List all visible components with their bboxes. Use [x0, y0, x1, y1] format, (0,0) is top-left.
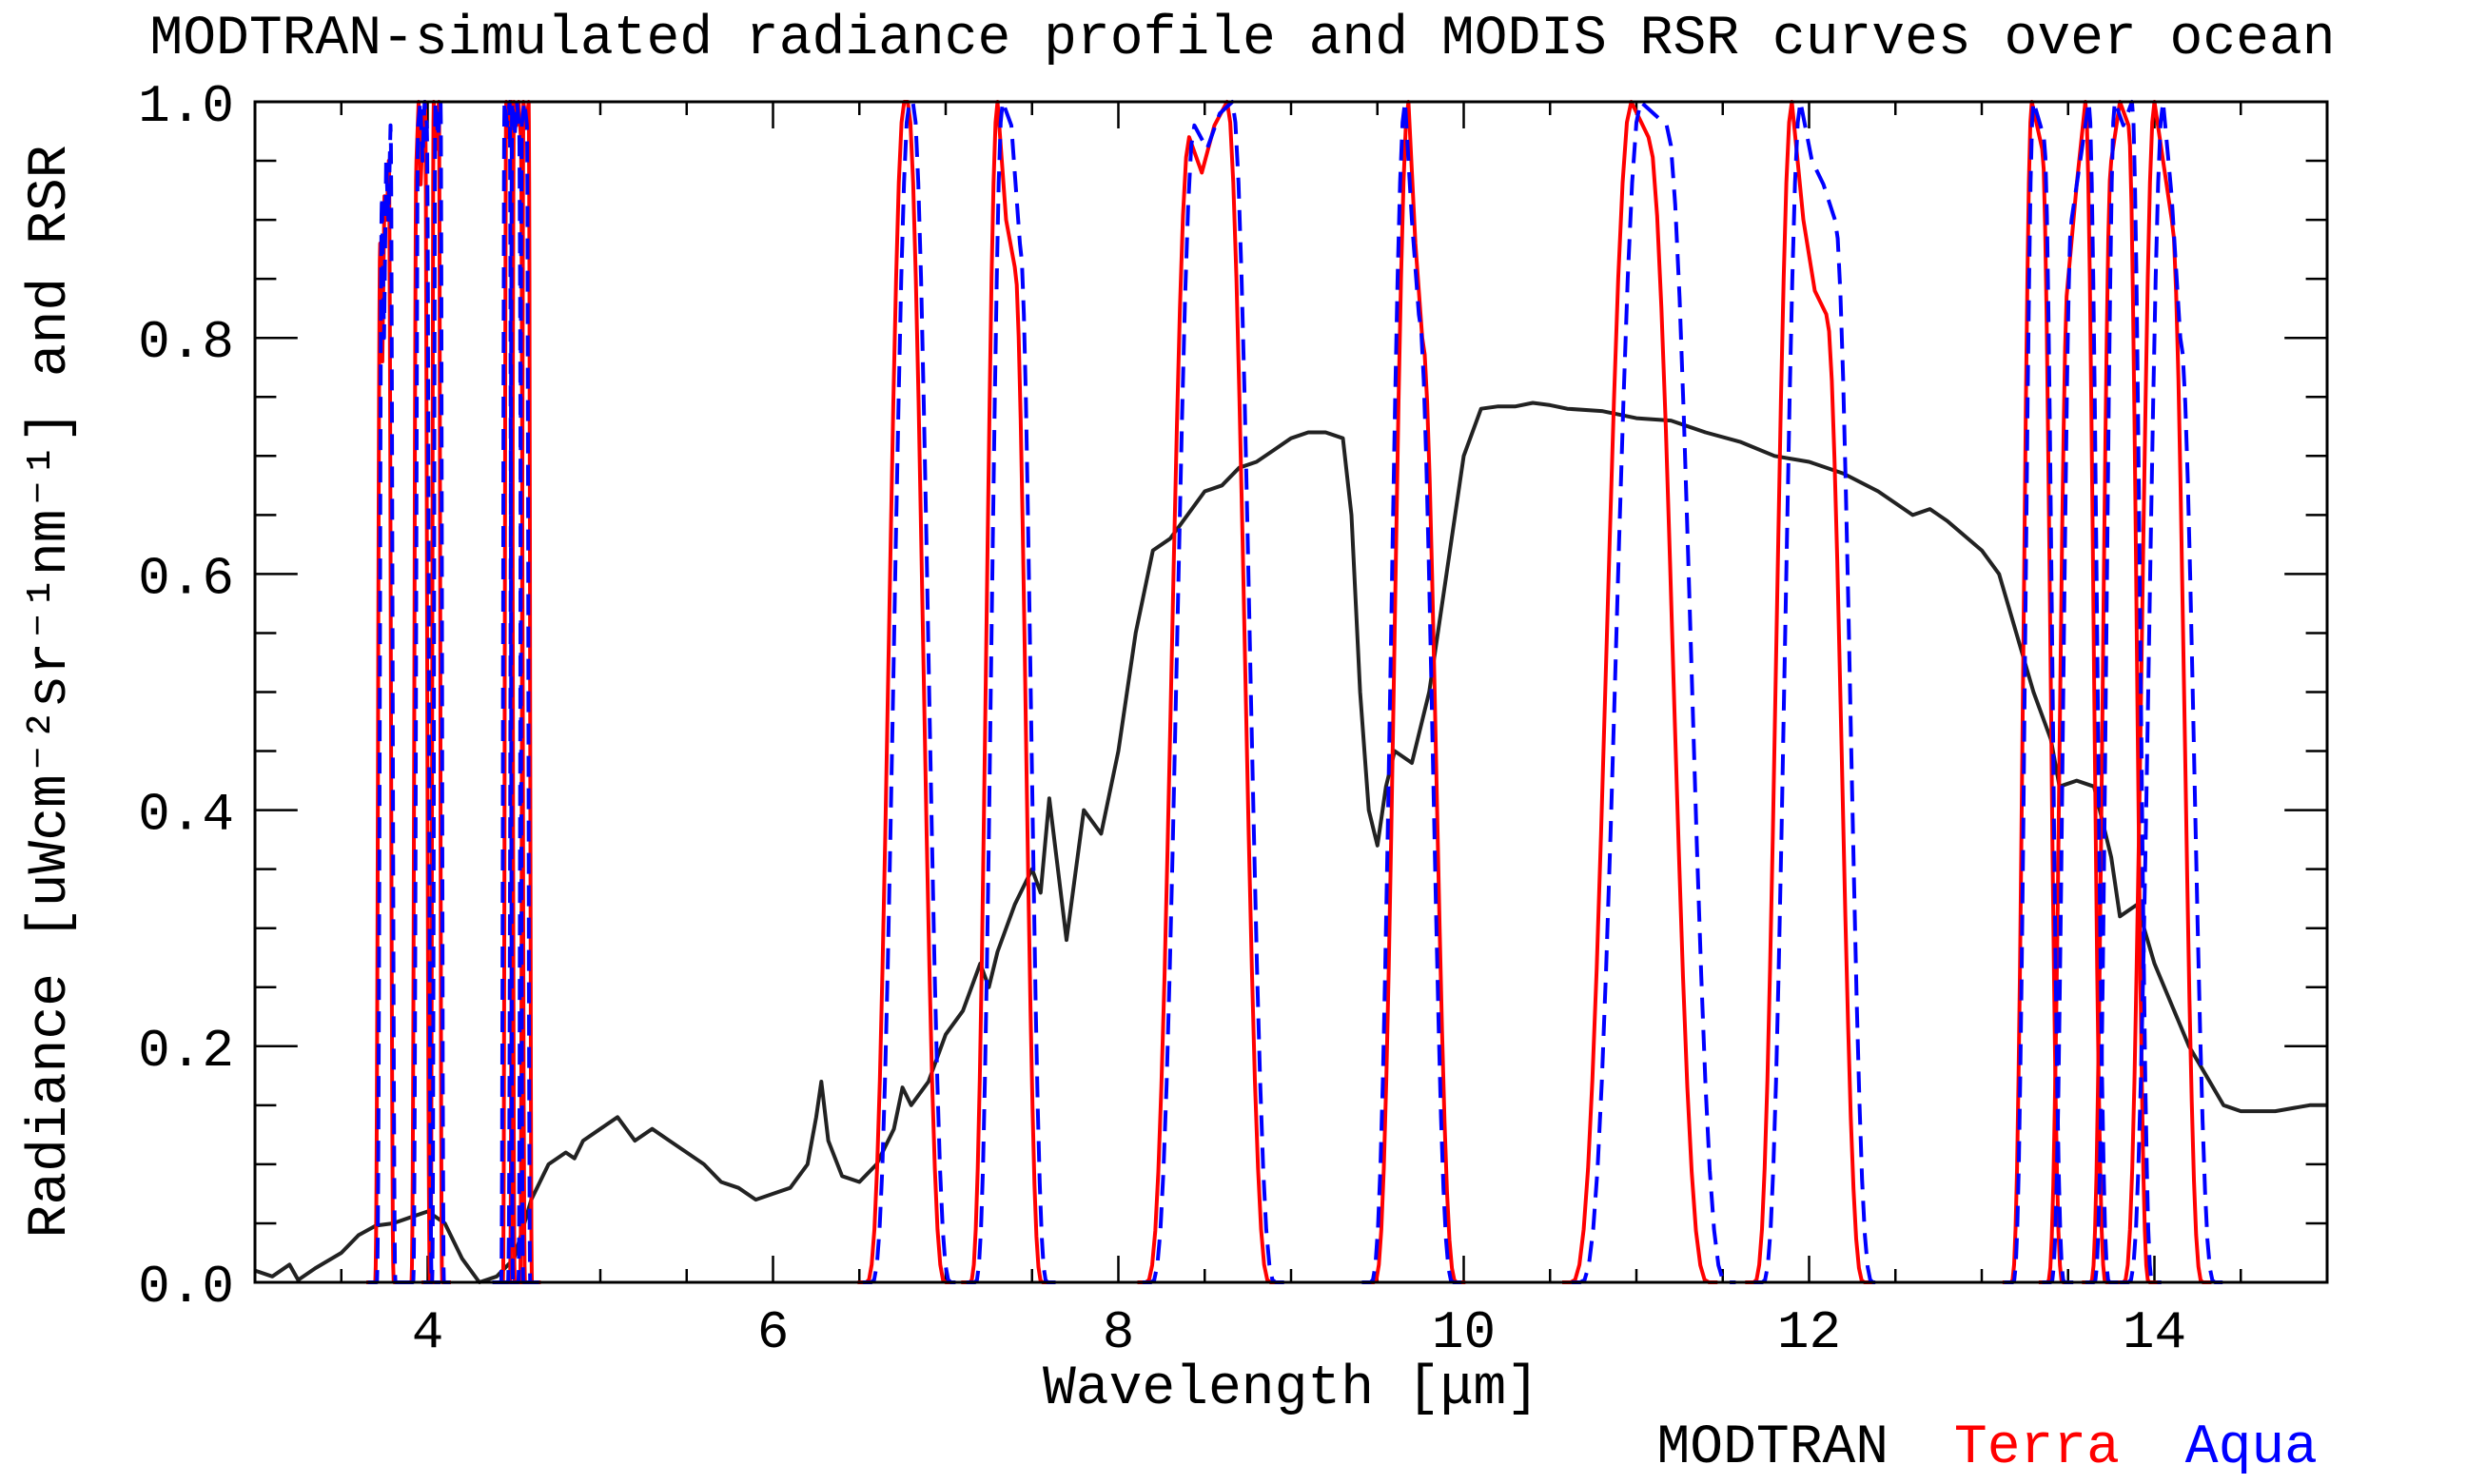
y-tick-label: 0.0: [138, 1257, 234, 1318]
rsr-band-curve: [423, 100, 453, 1284]
x-axis-title: Wavelength [μm]: [1043, 1358, 1539, 1420]
y-tick-label: 1.0: [138, 76, 234, 137]
rsr-band-curve: [1361, 100, 1462, 1284]
legend: MODTRAN Terra Aqua: [1656, 1417, 2318, 1479]
chart-title: MODTRAN-simulated radiance profile and M…: [149, 9, 2335, 70]
axis-ticks: [253, 100, 2329, 1284]
radiance-line: [255, 400, 2327, 1284]
rsr-band-curve: [862, 100, 960, 1284]
rsr-band-curve: [1571, 100, 1736, 1284]
legend-text: MODTRAN Terra Aqua: [1656, 1417, 2318, 1479]
rsr-band-curve: [404, 100, 441, 1284]
y-tick-label: 0.6: [138, 548, 234, 609]
tick-labels: 4 6 8 10 12 14 0.0 0.2 0.4 0.6 0.8 1.0: [138, 76, 2186, 1363]
x-tick-label: 12: [1777, 1302, 1841, 1363]
rsr-band-curve: [857, 100, 955, 1284]
rsr-band-curve: [2085, 100, 2162, 1284]
y-tick-label: 0.8: [138, 312, 234, 373]
x-tick-label: 6: [757, 1302, 790, 1363]
rsr-band-curve: [1142, 100, 1284, 1284]
rsr-band-curve: [1562, 100, 1718, 1284]
rsr-band-curve: [492, 100, 522, 1284]
plot-frame: [253, 100, 2329, 1284]
x-tick-label: 8: [1103, 1302, 1135, 1363]
rsr-band-curve: [499, 100, 533, 1284]
y-tick-label: 0.4: [138, 785, 234, 846]
series-layer: [255, 100, 2327, 1284]
rsr-band-curve: [1745, 100, 1873, 1284]
x-tick-label: 10: [1432, 1302, 1496, 1363]
rsr-band-curve: [2042, 100, 2119, 1284]
legend-entry-aqua: Aqua: [2185, 1417, 2318, 1479]
rsr-band-curve: [1753, 100, 1882, 1284]
series-aqua: [367, 100, 2224, 1284]
rsr-band-curve: [2114, 100, 2212, 1284]
rsr-band-curve: [1137, 100, 1280, 1284]
x-tick-label: 4: [412, 1302, 444, 1363]
rsr-band-curve: [961, 100, 1051, 1284]
series-terra: [366, 100, 2212, 1284]
y-tick-label: 0.2: [138, 1021, 234, 1082]
rsr-band-curve: [367, 123, 404, 1284]
legend-entry-modtran: MODTRAN: [1656, 1417, 1889, 1479]
rsr-band-curve: [509, 100, 539, 1284]
y-axis-title: Radiance [uWcm⁻²sr⁻¹nm⁻¹] and RSR: [20, 146, 82, 1239]
series-modtran: [255, 400, 2327, 1284]
x-tick-label: 14: [2123, 1302, 2186, 1363]
rsr-band-curve: [966, 100, 1057, 1284]
legend-entry-terra: Terra: [1954, 1417, 2120, 1479]
